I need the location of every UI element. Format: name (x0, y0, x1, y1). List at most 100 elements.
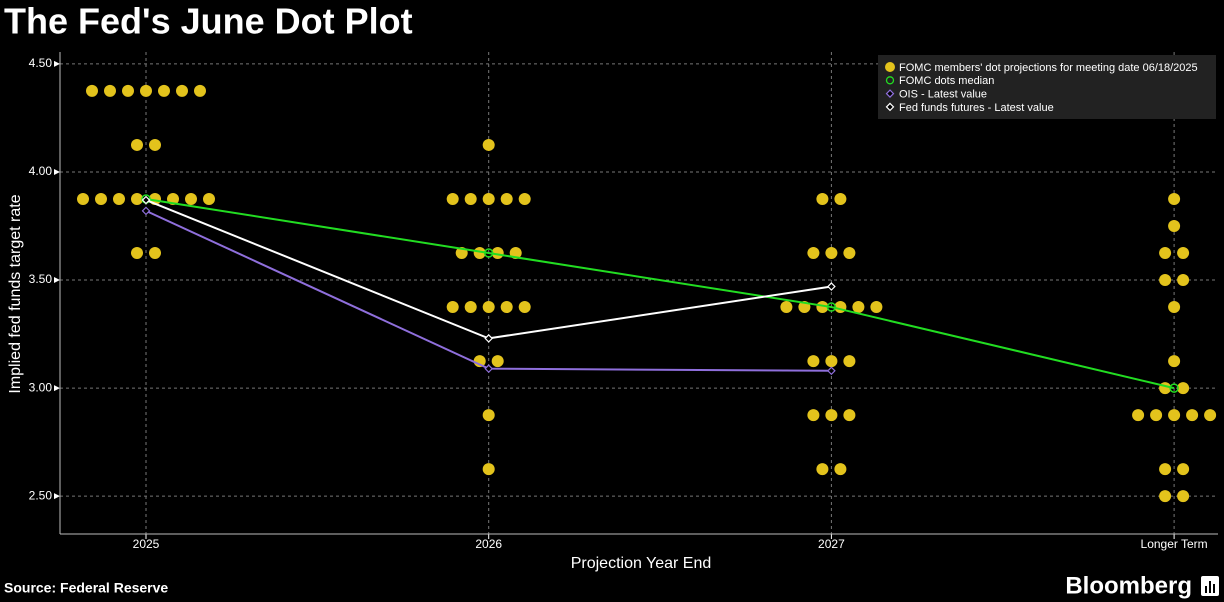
dot (1168, 409, 1181, 422)
dot (131, 192, 143, 205)
legend-label: OIS - Latest value (899, 89, 987, 101)
dot (464, 192, 477, 205)
y-tick (54, 385, 60, 392)
dot (203, 192, 215, 205)
dot (1159, 247, 1172, 260)
dot (1186, 409, 1199, 422)
y-tick-label: 3.50 (29, 272, 53, 286)
dot (1159, 490, 1172, 503)
series-line (145, 197, 1175, 390)
dot (1159, 274, 1172, 287)
diamond-marker (827, 366, 836, 376)
x-tick-label: 2025 (133, 537, 160, 551)
y-tick (54, 168, 60, 175)
dot (491, 247, 504, 260)
legend: FOMC members' dot projections for meetin… (878, 55, 1216, 119)
dot (482, 463, 495, 476)
y-tick-label: 3.00 (29, 380, 53, 394)
dot (834, 192, 847, 205)
x-tick-label: Longer Term (1141, 537, 1208, 551)
x-tick-label: 2026 (475, 537, 502, 551)
dot (1150, 409, 1163, 422)
dot (482, 301, 495, 314)
chart-title: The Fed's June Dot Plot (4, 1, 413, 42)
dot (446, 192, 459, 205)
legend-marker (885, 62, 895, 72)
dot (149, 138, 161, 151)
dot (1159, 382, 1172, 395)
x-axis-label: Projection Year End (571, 555, 712, 572)
dot (834, 301, 847, 314)
dot (194, 84, 206, 97)
dot (1177, 247, 1190, 260)
dot (825, 409, 838, 422)
dot (807, 247, 820, 260)
source: Source: Federal Reserve (4, 580, 168, 596)
dot (1204, 409, 1217, 422)
dot (500, 192, 513, 205)
dot (473, 247, 486, 260)
legend-label: FOMC members' dot projections for meetin… (899, 62, 1198, 74)
dot (843, 355, 856, 368)
diamond-marker (484, 334, 494, 343)
median-marker (826, 302, 837, 312)
dot (464, 301, 477, 314)
dot (816, 301, 829, 314)
dot (77, 192, 89, 205)
y-tick-label: 4.50 (29, 56, 53, 70)
dot (843, 247, 856, 260)
dot (816, 463, 829, 476)
dot (1168, 355, 1181, 368)
dot (500, 301, 513, 314)
dot (825, 355, 838, 368)
dot (807, 355, 820, 368)
dot (122, 84, 134, 97)
dot (149, 247, 161, 260)
dot (176, 84, 188, 97)
dot (1168, 192, 1181, 205)
y-tick (54, 493, 60, 500)
dot (825, 247, 838, 260)
y-tick-label: 2.50 (29, 488, 53, 502)
dot (1132, 409, 1145, 422)
dot (95, 192, 107, 205)
dot (1177, 382, 1190, 395)
dot (1168, 301, 1181, 314)
dot (852, 301, 865, 314)
brand: Bloomberg (1065, 572, 1192, 599)
median-marker (483, 248, 494, 258)
dot (1177, 274, 1190, 287)
dot (518, 301, 531, 314)
dot (131, 138, 143, 151)
dot (140, 84, 152, 97)
brand-icon (1201, 576, 1219, 596)
y-axis-label: Implied fed funds target rate (7, 194, 24, 393)
median-marker (1169, 383, 1179, 393)
dot (158, 84, 170, 97)
dot (843, 409, 856, 422)
dot (113, 192, 125, 205)
dot (482, 192, 495, 205)
diamond-marker (827, 282, 836, 291)
dot (1177, 490, 1190, 503)
legend-label: FOMC dots median (899, 75, 994, 87)
dot (1177, 463, 1190, 476)
dot (446, 301, 459, 314)
dot (1159, 463, 1172, 476)
diamond-marker (141, 195, 151, 205)
diamond-marker (484, 364, 494, 373)
dot (1168, 219, 1181, 232)
dot (104, 84, 116, 97)
dot (491, 355, 504, 368)
dot (482, 409, 495, 422)
dot (870, 301, 883, 314)
x-tick-label: 2027 (818, 537, 845, 551)
dot (780, 301, 793, 314)
y-tick-label: 4.00 (29, 164, 53, 178)
y-tick (54, 277, 60, 284)
diamond-marker (141, 206, 151, 216)
dot (482, 138, 495, 151)
dot (86, 84, 98, 97)
legend-marker (885, 76, 895, 85)
